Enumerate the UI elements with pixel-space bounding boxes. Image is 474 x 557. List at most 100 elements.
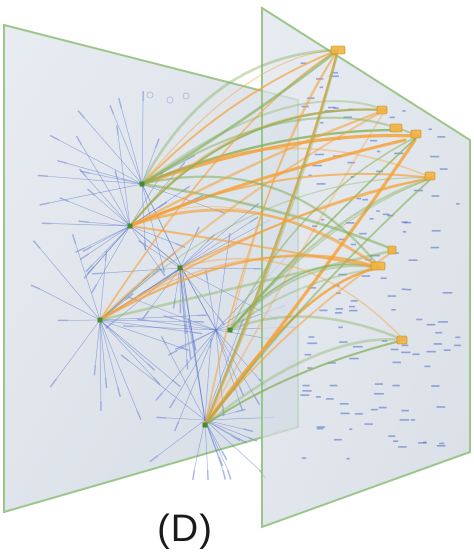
- anchor-node: [98, 318, 103, 323]
- scatter-node-label: [401, 352, 410, 354]
- highlighted-node: [388, 246, 396, 254]
- tree-leaf-label: [106, 251, 107, 261]
- tree-leaf-label: [193, 470, 194, 480]
- scatter-node-label: [305, 354, 312, 356]
- scatter-node-label: [334, 439, 342, 441]
- scatter-node-label: [435, 332, 442, 334]
- scatter-node-label: [376, 210, 380, 212]
- scatter-node-label: [336, 308, 343, 310]
- anchor-node: [178, 266, 183, 271]
- tree-leaf-label: [228, 470, 231, 480]
- tree-leaf-label: [106, 378, 107, 388]
- scatter-node-label: [317, 183, 326, 185]
- scatter-node-label: [406, 289, 411, 291]
- scatter-node-label: [317, 428, 324, 430]
- scatter-node-label: [391, 309, 395, 311]
- scatter-node-label: [390, 117, 395, 119]
- scatter-node-label: [439, 443, 444, 445]
- tree-leaf-label: [187, 359, 188, 369]
- highlighted-node: [390, 124, 402, 132]
- tree-leaf-label: [38, 175, 48, 176]
- scatter-node-label: [432, 195, 440, 197]
- scatter-node-label: [308, 336, 314, 338]
- scatter-node-label: [315, 154, 324, 156]
- scatter-node-label: [340, 403, 349, 405]
- scatter-node-label: [456, 203, 460, 205]
- scatter-node-label: [341, 413, 350, 415]
- scatter-node-label: [400, 419, 410, 421]
- scatter-node-label: [402, 288, 406, 290]
- highlighted-node: [411, 130, 421, 138]
- scatter-node-label: [369, 218, 373, 220]
- anchor-node: [128, 224, 133, 229]
- scatter-node-label: [355, 413, 363, 415]
- scatter-node-label: [424, 366, 430, 368]
- scatter-node-label: [371, 409, 378, 411]
- scatter-node-label: [454, 345, 461, 347]
- scatter-node-label: [443, 292, 453, 294]
- scatter-node-label: [440, 168, 448, 170]
- scatter-node-label: [374, 393, 384, 395]
- scatter-node-label: [359, 233, 366, 235]
- anchor-node: [203, 423, 208, 428]
- scatter-node-label: [437, 406, 446, 408]
- anchor-node: [228, 328, 233, 333]
- scatter-node-label: [404, 222, 411, 224]
- scatter-node-label: [402, 345, 409, 347]
- scatter-node-label: [416, 319, 422, 321]
- scatter-node-label: [338, 327, 343, 329]
- scatter-node-label: [317, 426, 326, 428]
- scatter-node-label: [375, 383, 383, 385]
- scatter-node-label: [377, 151, 380, 153]
- scatter-node-label: [391, 349, 399, 351]
- tree-leaf-label: [92, 273, 102, 274]
- scatter-node-label: [438, 321, 448, 323]
- scatter-node-label: [432, 230, 441, 232]
- highlighted-node: [331, 46, 345, 54]
- scatter-node-label: [431, 247, 440, 249]
- scatter-node-label: [346, 458, 349, 460]
- highlighted-node: [377, 106, 387, 114]
- scatter-node-label: [388, 435, 395, 437]
- scatter-node-label: [392, 362, 400, 364]
- scatter-node-label: [303, 385, 310, 387]
- highlighted-node: [397, 336, 407, 344]
- scatter-node-label: [412, 353, 419, 355]
- scatter-node-label: [427, 324, 436, 326]
- scatter-node-label: [351, 244, 356, 246]
- scatter-node-label: [388, 295, 396, 297]
- scatter-node-label: [316, 396, 321, 398]
- highlighted-node: [425, 172, 435, 180]
- scatter-node-label: [333, 107, 338, 109]
- tree-leaf-label: [210, 338, 211, 348]
- anchor-node: [140, 182, 145, 187]
- scatter-node-label: [302, 457, 306, 459]
- scatter-node-label: [353, 346, 363, 348]
- scatter-node-label: [307, 343, 317, 345]
- scatter-node-label: [349, 358, 359, 360]
- scatter-node-label: [409, 259, 418, 261]
- scatter-node-label: [455, 337, 460, 339]
- scatter-node-label: [437, 445, 446, 447]
- scatter-node-label: [349, 306, 355, 308]
- scatter-node-label: [431, 385, 439, 387]
- scatter-node-label: [319, 310, 327, 312]
- scatter-node-label: [392, 385, 399, 387]
- scatter-node-label: [351, 300, 358, 302]
- scatter-node-label: [320, 122, 323, 124]
- scatter-node-label: [401, 410, 409, 412]
- scatter-node-label: [357, 198, 361, 200]
- scatter-node-label: [381, 277, 387, 279]
- tree-leaf-label: [157, 417, 167, 418]
- scatter-node-label: [326, 398, 334, 400]
- tree-leaf-label: [223, 470, 225, 480]
- scatter-node-label: [339, 341, 347, 343]
- scatter-node-label: [383, 214, 389, 216]
- scatter-node-label: [398, 446, 406, 448]
- scatter-node-label: [370, 140, 377, 142]
- scatter-node-label: [423, 441, 427, 443]
- scatter-node-label: [393, 440, 398, 442]
- scatter-node-label: [364, 423, 373, 425]
